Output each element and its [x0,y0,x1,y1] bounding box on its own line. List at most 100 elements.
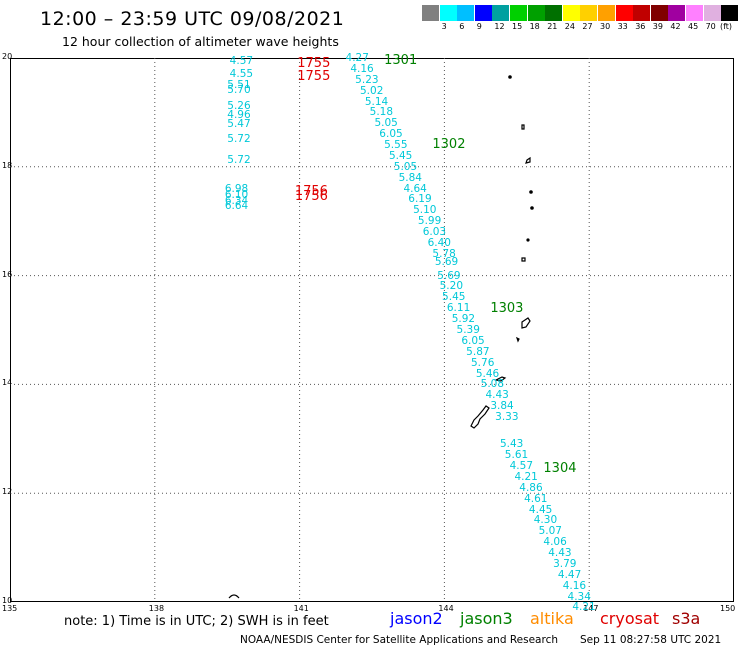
wave-height-value: 4.34 [567,590,591,603]
pass-number-label: 1303 [490,300,524,316]
wave-height-value: 4.55 [229,68,254,81]
color-bin [703,5,721,21]
wave-height-value: 4.47 [557,568,582,581]
color-bin-label: 30 [600,22,611,31]
wave-height-value: 5.99 [417,215,442,228]
wave-height-value: 4.61 [524,492,548,505]
color-bin-label: 3 [441,22,447,31]
wave-height-value: 5.05 [393,160,418,173]
satellite-s3a: s3a [672,609,701,628]
color-scale-legend: 3 6 9 12 15 18 21 24 27 30 33 36 39 42 45 70 (ft) [422,0,740,36]
x-tick-label: 135 [2,604,18,613]
wave-height-value: 5.14 [364,95,389,108]
y-tick-label: 10 [2,596,13,605]
wave-height-value: 5.10 [413,204,437,217]
wave-height-value: 6.40 [427,236,451,249]
color-bin [686,5,703,21]
color-bin [510,5,527,21]
wave-height-value: 5.78 [432,247,456,260]
x-tick-label: 138 [148,604,165,613]
wave-height-value: 4.16 [562,579,587,592]
wave-height-value: 4.57 [229,54,254,67]
satellite-altika: altika [530,609,574,628]
color-bin [615,5,633,21]
pass-time-label: 1756 [294,189,328,204]
wave-height-value: 5.39 [456,324,480,336]
island [521,124,525,130]
wave-height-value: 4.16 [350,62,374,75]
color-bin [633,5,651,21]
color-bin-label: 15 [512,22,523,31]
color-bin [457,5,475,21]
pass-time-label: 1756 [294,183,328,199]
wave-height-value: 4.96 [227,109,251,122]
color-bin [492,5,510,21]
color-bin-label: 18 [529,22,540,31]
wave-height-value: 3.79 [553,557,577,570]
wave-height-value: 5.07 [538,525,562,538]
wave-height-value: 4.21 [514,470,538,483]
island [508,75,512,79]
islands [228,75,534,599]
wave-height-value: 5.46 [475,367,500,380]
y-tick-label: 12 [2,487,13,497]
color-bin-label: 12 [494,22,505,31]
color-bin [562,5,580,21]
wave-height-value: 6.64 [224,199,249,212]
island [530,206,534,210]
wave-height-value: 5.69 [437,269,461,282]
wave-height-value: 4.43 [548,547,572,560]
wave-height-value: 5.69 [434,256,459,268]
wave-height-value: 5.70 [227,83,251,96]
color-bin [668,5,686,21]
wave-height-value: 5.72 [227,132,251,145]
wave-height-value: 6.05 [379,128,403,141]
pass-time-label: 1755 [297,55,331,71]
color-bin-label: 42 [670,22,681,31]
color-bin-label: 6 [459,22,465,31]
color-bin-label: 9 [476,22,482,31]
color-bin [422,5,439,21]
map-subtitle: 12 hour collection of altimeter wave hei… [62,34,339,49]
color-bin-label: 39 [652,22,663,31]
island [228,594,240,599]
color-bin-label: 70 [705,22,716,31]
color-bin [474,5,492,21]
wave-height-value: 5.92 [451,313,476,326]
color-unit-label: (ft) [720,22,733,31]
credit-text: NOAA/NESDIS Center for Satellite Applica… [240,634,558,646]
island [525,156,531,164]
wave-height-value: 3.33 [495,411,519,424]
wave-height-value: 5.05 [374,117,398,130]
grid-lines [10,58,734,602]
island [521,317,531,329]
color-bin [580,5,598,21]
island [521,257,526,262]
wave-height-value: 6.98 [224,182,249,195]
color-bin [721,5,739,21]
y-tick-label: 16 [2,269,13,279]
pass-number-label: 1301 [384,53,418,68]
wave-height-value: 4.30 [533,514,558,527]
y-tick-label: 20 [2,52,13,61]
wave-height-value: 5.84 [398,171,422,184]
island-guam [470,405,490,429]
wave-height-value: 5.23 [355,73,379,86]
wave-height-value: 5.47 [227,118,251,131]
wave-height-value: 6.11 [446,302,471,315]
footer-note: note: 1) Time is in UTC; 2) SWH is in fe… [64,614,329,629]
map-title: 12:00 – 23:59 UTC 09/08/2021 [40,8,345,30]
x-tick-label: 147 [583,604,599,613]
wave-height-value: 5.76 [471,356,495,369]
wave-height-value: 5.72 [227,154,251,167]
wave-height-value: 4.64 [403,182,427,195]
wave-height-value: 4.21 [572,601,596,614]
island [529,190,533,194]
satellite-jason3: jason3 [460,609,513,628]
y-tick-label: 18 [2,160,13,170]
island [515,336,520,343]
color-bin-label: 21 [547,22,558,31]
satellite-jason2: jason2 [390,609,443,628]
wave-height-value: 3.84 [490,400,514,413]
